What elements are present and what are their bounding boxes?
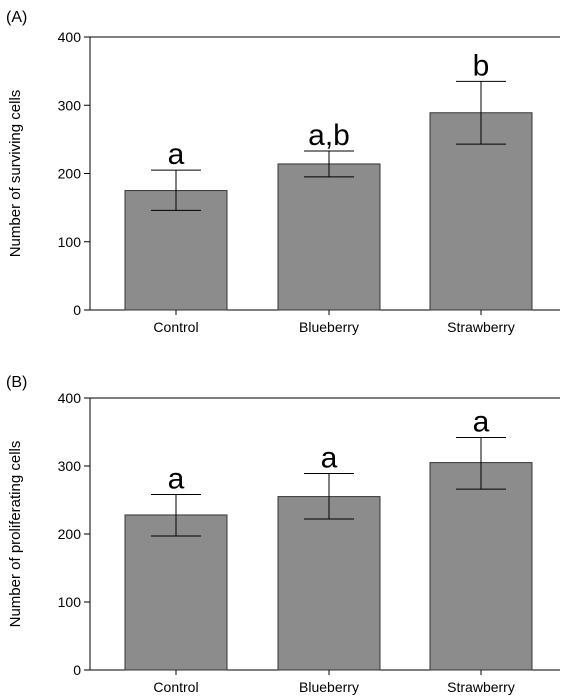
x-tick-label: Control [153,679,198,695]
bar [124,514,228,671]
x-tick-label: Blueberry [299,319,359,335]
y-tick-label: 400 [58,29,82,45]
significance-label: b [473,49,490,82]
significance-label: a,b [308,119,350,152]
bar [429,462,533,671]
bar [277,163,381,311]
significance-label: a [168,463,185,496]
panel-label: (A) [6,9,27,26]
chart-panel-a: (A) 0 100 200 300 400 Number of surviving cell… [6,9,560,335]
y-axis-title: Number of surviving cells [7,90,24,258]
y-tick-label: 0 [73,302,81,318]
y-tick-label: 400 [58,390,82,406]
x-tick-label: Strawberry [447,679,515,695]
panel-label: (B) [6,374,27,391]
y-tick-label: 0 [73,662,81,678]
x-tick-label: Control [153,319,198,335]
y-tick-label: 300 [58,458,82,474]
y-axis-title: Number of proliferating cells [7,441,24,628]
significance-label: a [168,138,185,171]
x-tick-label: Strawberry [447,319,515,335]
significance-label: a [321,441,338,474]
y-tick-label: 100 [58,234,82,250]
y-tick-label: 100 [58,594,82,610]
y-tick-label: 200 [58,526,82,542]
chart-panel-b: (B) 0 100 200 300 400 Number of proliferating … [6,374,560,695]
bar [277,496,381,671]
y-tick-label: 300 [58,97,82,113]
significance-label: a [473,405,490,438]
y-tick-label: 200 [58,166,82,182]
x-tick-label: Blueberry [299,679,359,695]
